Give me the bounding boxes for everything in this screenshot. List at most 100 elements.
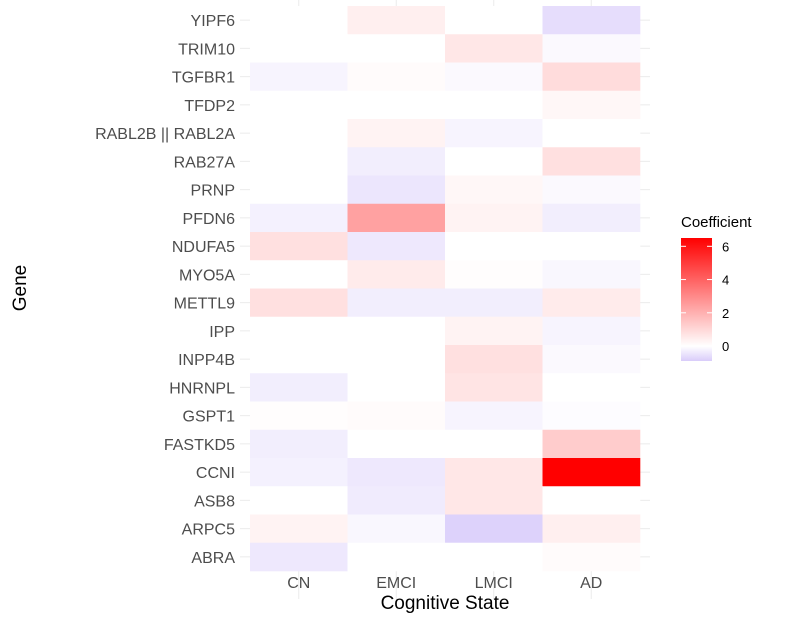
heatmap-cell [347,62,446,92]
heatmap-cell [542,119,641,148]
heatmap-cell [347,542,446,572]
y-tick-label: IPP [209,324,235,341]
heatmap-cell [347,288,446,318]
heatmap-cell [542,90,641,120]
y-tick-label: ABRA [191,550,235,567]
y-tick-label: FASTKD5 [164,437,235,454]
heatmap-cell [445,260,543,289]
legend: Coefficient 0 2 4 6 [681,214,752,361]
heatmap-cell [542,203,641,233]
heatmap-cell [542,147,641,176]
x-tick-label: EMCI [376,575,416,592]
y-tick-label: ASB8 [194,493,235,510]
y-tick-label: INPP4B [178,352,235,369]
heatmap-cell [445,514,543,544]
heatmap-cell [542,373,641,402]
heatmap-cell [250,119,348,148]
heatmap-cell [250,458,348,487]
heatmap-cell [250,373,348,402]
heatmap-cell [250,90,348,120]
heatmap-cell [347,232,446,261]
y-tick-label: TRIM10 [178,41,235,58]
heatmap-cell [445,373,543,402]
legend-tick-label: 2 [722,306,729,321]
y-tick-label: CCNI [196,465,235,482]
heatmap-cell [250,345,348,374]
heatmap-cell [347,6,446,35]
heatmap-cell [445,401,543,431]
heatmap-cell [347,514,446,544]
heatmap-cell [542,345,641,374]
heatmap-cell [542,260,641,289]
heatmap-cell [445,232,543,261]
heatmap-cell [250,542,348,572]
legend-tick-label: 4 [722,273,729,288]
heatmap-cell [445,316,543,346]
heatmap-cell [347,119,446,148]
heatmap-cell [250,232,348,261]
y-tick-label: PRNP [191,183,235,200]
y-tick-label: RAB27A [174,154,236,171]
heatmap-cell [445,147,543,176]
heatmap-cell [445,345,543,374]
heatmap-cell [542,288,641,318]
heatmap-cell [542,429,641,459]
heatmap-cell [347,486,446,515]
heatmap-cell [445,542,543,572]
heatmap-cell [347,175,446,205]
y-tick-label: GSPT1 [183,409,236,426]
heatmap-cell [250,316,348,346]
heatmap-cell [347,429,446,459]
legend-tick-label: 0 [722,339,729,354]
heatmap-cell [542,486,641,515]
heatmap-cell [347,34,446,63]
heatmap-cell [445,203,543,233]
heatmap-cell [445,6,543,35]
heatmap-cell [542,316,641,346]
heatmap-cell [250,62,348,92]
heatmap-cell [250,6,348,35]
y-tick-label: YIPF6 [191,13,236,30]
heatmap-cell [250,34,348,63]
heatmap-cell [250,175,348,205]
x-tick-labels: CN EMCI LMCI AD [287,575,602,592]
y-tick-labels: YIPF6 TRIM10 TGFBR1 TFDP2 RABL2B || RABL2A RA… [95,13,235,567]
heatmap-cell [250,147,348,176]
heatmap-cell [347,260,446,289]
heatmap-cell [445,34,543,63]
heatmap-cell [542,34,641,63]
heatmap-cell [347,203,446,233]
heatmap-cell [542,232,641,261]
heatmap-cell [347,316,446,346]
legend-title: Coefficient [681,214,752,231]
y-tick-label: TFDP2 [184,98,235,115]
y-tick-label: ARPC5 [182,522,235,539]
heatmap-cell [250,401,348,431]
y-tick-label: TGFBR1 [172,70,235,87]
heatmap-cell [445,288,543,318]
y-axis-title: Gene [10,265,31,311]
heatmap-cells [250,6,641,572]
y-tick-label: MYO5A [179,267,235,284]
legend-colorbar [681,238,712,361]
legend-tick-label: 6 [722,239,729,254]
heatmap-cell [445,486,543,515]
heatmap-cell [250,514,348,544]
heatmap-cell [347,90,446,120]
x-tick-label: CN [287,575,310,592]
heatmap-cell [347,458,446,487]
heatmap-cell [445,90,543,120]
y-tick-label: METTL9 [174,296,235,313]
x-tick-label: AD [580,575,602,592]
heatmap-cell [250,203,348,233]
y-tick-label: NDUFA5 [172,239,235,256]
heatmap-cell [445,429,543,459]
heatmap-cell [542,401,641,431]
heatmap-cell [445,119,543,148]
x-axis-title: Cognitive State [381,593,510,614]
heatmap-cell [445,175,543,205]
legend-ticks: 0 2 4 6 [681,239,729,354]
x-tick-label: LMCI [475,575,513,592]
heatmap-cell [347,401,446,431]
